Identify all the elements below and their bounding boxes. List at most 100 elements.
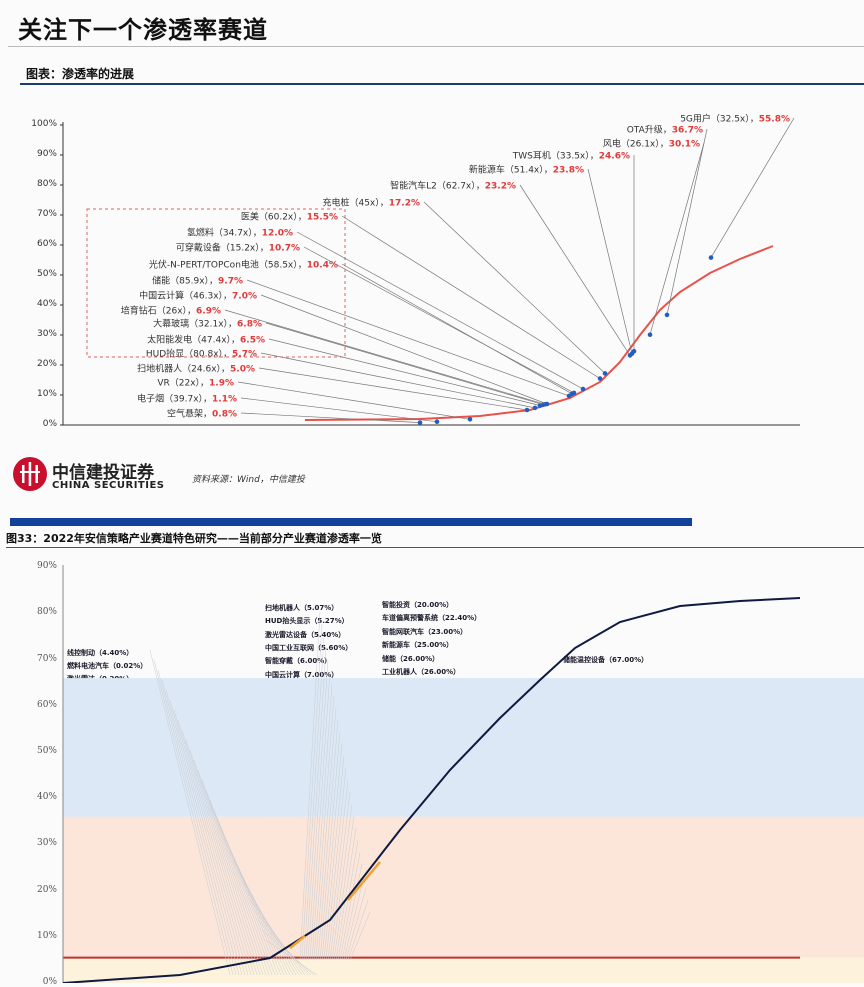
point-value: 36.7%	[671, 125, 703, 136]
point-label: 氢燃料（34.7x），12.0%	[187, 226, 293, 239]
point-label: 智能汽车L2（62.7x），23.2%	[390, 179, 516, 192]
data-point	[532, 405, 538, 411]
phase-band	[63, 678, 864, 817]
leader-line	[149, 649, 231, 976]
leader-line	[161, 679, 240, 976]
point-label: 中国云计算（46.3x），7.0%	[139, 289, 257, 302]
leader-line	[224, 309, 546, 405]
industry-label: HUD抬头显示（5.27%）	[265, 617, 349, 626]
leader-line	[649, 142, 705, 335]
s-curve	[62, 597, 801, 983]
point-name: VR（22x），	[157, 378, 210, 389]
y-tick-label: 10%	[36, 389, 57, 399]
leader-line	[303, 635, 325, 961]
y-tick-label: 0%	[42, 977, 57, 987]
source-note: 资料来源：Wind，中信建投	[192, 475, 305, 485]
leader-line	[169, 699, 246, 976]
point-label: 扫地机器人（24.6x），5.0%	[137, 362, 255, 375]
point-name: TWS耳机（33.5x），	[512, 151, 599, 162]
figure-1-divider	[20, 83, 864, 85]
point-name: 新能源车（51.4x），	[468, 165, 553, 176]
industry-label: 中国工业互联网（5.60%）	[265, 643, 353, 652]
point-name: 储能（85.9x），	[152, 276, 219, 287]
point-label: 储能（85.9x），9.7%	[152, 274, 243, 287]
point-label: 可穿戴设备（15.2x），10.7%	[176, 241, 300, 254]
leader-line	[296, 231, 584, 390]
point-value: 0.8%	[212, 409, 237, 420]
leader-line	[209, 799, 276, 976]
point-label: HUD抬显（80.8x），5.7%	[146, 347, 257, 360]
point-label: TWS耳机（33.5x），24.6%	[513, 149, 630, 162]
point-name: 扫地机器人（24.6x），	[137, 364, 231, 375]
y-tick-label: 60%	[36, 239, 57, 249]
industry-label: 燃料电池汽车（0.02%）	[67, 662, 148, 671]
point-value: 55.8%	[758, 114, 790, 125]
data-point	[580, 386, 586, 392]
leader-line	[257, 919, 312, 976]
leader-line	[345, 887, 367, 961]
leader-line	[309, 671, 331, 961]
point-value: 5.7%	[232, 349, 257, 360]
y-tick-label: 100%	[31, 119, 57, 129]
page-title: 关注下一个渗透率赛道	[18, 16, 268, 44]
y-tick-label: 20%	[36, 884, 57, 895]
data-point	[597, 376, 603, 381]
leader-line	[185, 739, 258, 976]
curve-highlight	[347, 861, 381, 901]
industry-label: 线控制动（4.40%）	[67, 649, 134, 657]
y-tick-label: 30%	[36, 838, 57, 849]
leader-line	[587, 168, 633, 354]
data-point	[647, 332, 653, 338]
point-label: 风电（26.1x），30.1%	[603, 137, 700, 150]
y-tick-label: 20%	[36, 359, 57, 369]
data-point	[544, 401, 550, 407]
leader-line	[313, 695, 335, 961]
y-tick-label: 10%	[36, 930, 57, 941]
leader-line	[260, 352, 536, 409]
y-tick-label: 60%	[36, 699, 57, 710]
y-tick-label: 40%	[36, 299, 57, 309]
leader-line	[249, 899, 306, 976]
chart-1-plot	[60, 117, 800, 426]
point-name: 太阳能发电（47.4x），	[147, 335, 241, 346]
point-value: 6.8%	[237, 319, 262, 330]
point-label: VR（22x），1.9%	[157, 376, 234, 389]
data-point	[631, 348, 637, 354]
leader-line	[181, 729, 255, 976]
industry-label: 智能穿戴（6.00%）	[265, 657, 332, 666]
industry-label: 智能投资（20.00%）	[382, 601, 454, 609]
point-label: 新能源车（51.4x），23.8%	[469, 163, 584, 176]
industry-label: 新能源车（25.00%）	[382, 641, 454, 650]
leader-line	[268, 338, 541, 406]
leader-line	[213, 809, 279, 976]
point-value: 1.1%	[212, 394, 237, 405]
point-label: 医美（60.2x），15.5%	[241, 210, 338, 223]
point-name: 培育钻石（26x），	[120, 306, 197, 317]
data-point	[571, 390, 577, 396]
leader-line	[343, 875, 365, 961]
leader-line	[237, 381, 471, 420]
point-name: 中国云计算（46.3x），	[139, 291, 233, 302]
y-tick-label: 50%	[36, 746, 57, 756]
leader-line	[341, 863, 363, 961]
leader-line	[201, 779, 270, 976]
data-point	[708, 255, 714, 260]
leader-line	[205, 789, 273, 976]
section-bar	[10, 518, 692, 526]
leader-line	[193, 759, 264, 976]
point-name: 5G用户（32.5x），	[680, 114, 759, 125]
point-name: HUD抬显（80.8x），	[145, 349, 233, 360]
leader-line	[349, 911, 371, 961]
leader-line	[240, 412, 421, 423]
industry-label: 储能（26.00%）	[382, 654, 440, 663]
leader-line	[237, 869, 297, 976]
china-securities-logo-icon	[13, 457, 47, 491]
industry-label: 扫地机器人（5.07%）	[265, 604, 339, 612]
point-value: 10.7%	[268, 243, 300, 254]
point-label: 5G用户（32.5x），55.8%	[680, 112, 790, 125]
point-value: 23.2%	[484, 181, 516, 192]
y-tick-label: 80%	[36, 607, 57, 618]
y-tick-label: 70%	[36, 653, 57, 664]
point-label: 电子烟（39.7x），1.1%	[137, 392, 237, 405]
data-point	[664, 312, 670, 318]
